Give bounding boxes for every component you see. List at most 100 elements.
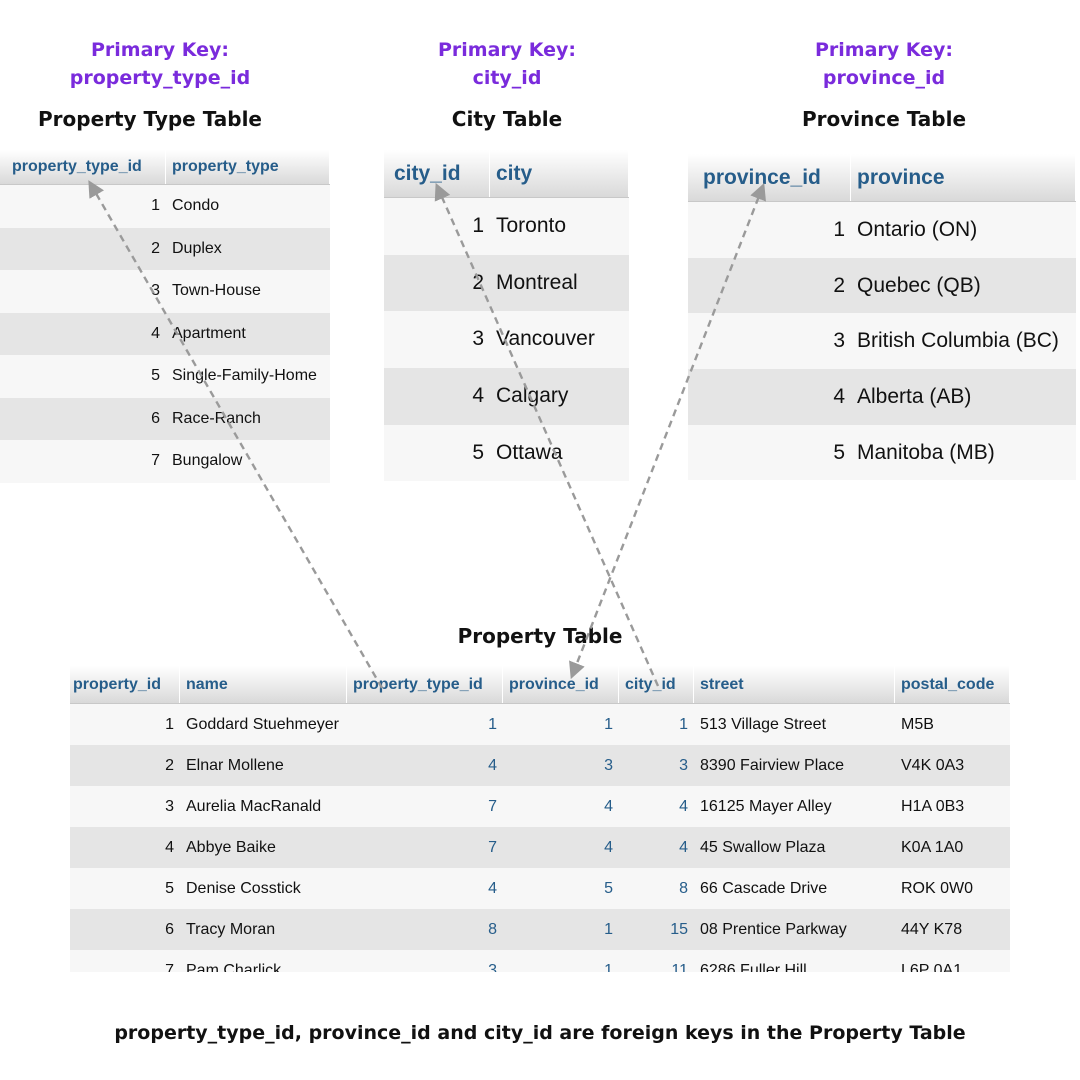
- column-header[interactable]: property_type: [166, 150, 330, 184]
- table-row[interactable]: 6 Race-Ranch: [0, 397, 330, 440]
- city-table-title: City Table: [451, 107, 563, 131]
- table-row[interactable]: 7 Bungalow: [0, 440, 330, 483]
- table-cell: L6P 0A1: [901, 962, 963, 972]
- table-cell: 1: [604, 962, 613, 972]
- table-row[interactable]: 4 Calgary: [384, 368, 629, 425]
- column-header[interactable]: property_id: [70, 666, 180, 703]
- table-cell: H1A 0B3: [901, 798, 965, 815]
- table-row[interactable]: 3 British Columbia (BC): [688, 313, 1076, 370]
- table-cell: ROK 0W0: [901, 880, 974, 897]
- table-row[interactable]: 5 Ottawa: [384, 424, 629, 482]
- table-row[interactable]: 3 Town-House: [0, 270, 330, 313]
- pk-field-text: province_id: [822, 67, 946, 89]
- table-cell: Denise Cosstick: [186, 880, 301, 897]
- table-cell: Condo: [172, 197, 220, 214]
- table-cell: 1: [604, 716, 613, 733]
- table-cell: 4: [604, 798, 613, 815]
- column-header[interactable]: postal_code: [895, 666, 1010, 703]
- column-header[interactable]: city_id: [619, 666, 694, 703]
- table-cell: 2: [151, 239, 160, 257]
- table-row[interactable]: 2 Montreal: [384, 254, 629, 312]
- table-cell: 1: [472, 214, 484, 237]
- table-row[interactable]: 7 Pam Charlick 3 1 11 6286 Fuller Hill L6P 0A1: [70, 950, 1010, 972]
- table-row[interactable]: 1 Goddard Stuehmeyer 1 1 1 513 Village Street…: [70, 704, 1010, 745]
- table-row[interactable]: 2 Elnar Mollene 4 3 3 8390 Fairview Place V4K …: [70, 745, 1010, 786]
- table-row[interactable]: 2 Quebec (QB): [688, 257, 1076, 314]
- column-header[interactable]: property_type_id: [0, 150, 166, 184]
- pk-field-text: property_type_id: [69, 67, 251, 89]
- table-cell: 7: [488, 798, 497, 815]
- table-cell: 3: [679, 757, 688, 774]
- table-row[interactable]: 5 Single-Family-Home: [0, 355, 330, 398]
- table-cell: 2: [833, 273, 845, 297]
- table-cell: 2: [472, 270, 484, 294]
- table-cell: 3: [833, 329, 845, 353]
- table-cell: 1: [488, 716, 497, 733]
- table-cell: 5: [165, 880, 174, 897]
- column-header[interactable]: province: [851, 154, 1076, 201]
- table-row[interactable]: 4 Apartment: [0, 312, 330, 355]
- table-row[interactable]: 1 Toronto: [384, 198, 629, 255]
- property-type-table: property_type_id property_type 1 Condo 2 Du…: [0, 150, 330, 483]
- table-cell: Pam Charlick: [186, 962, 282, 972]
- table-cell: 6: [165, 921, 174, 938]
- pk-label-text: Primary Key:: [814, 39, 954, 61]
- pk-label-text: Primary Key:: [90, 39, 230, 61]
- column-header[interactable]: city_id: [384, 150, 490, 197]
- table-cell: 3: [151, 282, 160, 299]
- table-cell: 5: [151, 367, 160, 384]
- table-cell: 8: [679, 880, 688, 897]
- column-header[interactable]: province_id: [503, 666, 619, 703]
- table-cell: 44Y K78: [901, 921, 963, 938]
- pk-label-property-type: Primary Key: property_type_id: [40, 36, 280, 92]
- table-cell: 8: [488, 921, 497, 938]
- table-cell: Toronto: [496, 214, 567, 237]
- table-row[interactable]: 1 Ontario (ON): [688, 202, 1076, 258]
- table-cell: 5: [472, 440, 484, 464]
- table-cell: 5: [833, 440, 845, 464]
- table-row[interactable]: 6 Tracy Moran 8 1 15 08 Prentice Parkway 44Y K…: [70, 909, 1010, 950]
- table-header: province_id province: [688, 154, 1076, 202]
- table-cell: 1: [833, 218, 845, 241]
- table-cell: 8390 Fairview Place: [700, 757, 845, 774]
- table-cell: 4: [151, 324, 160, 342]
- table-cell: Ontario (ON): [857, 218, 978, 241]
- column-header[interactable]: city: [490, 150, 629, 197]
- table-row[interactable]: 3 Aurelia MacRanald 7 4 4 16125 Mayer Alley H1…: [70, 786, 1010, 827]
- table-cell: Calgary: [496, 384, 569, 408]
- table-row[interactable]: 5 Manitoba (MB): [688, 424, 1076, 481]
- table-cell: Tracy Moran: [186, 921, 276, 938]
- table-cell: V4K 0A3: [901, 757, 965, 774]
- table-cell: 4: [833, 385, 845, 409]
- table-row[interactable]: 1 Condo: [0, 185, 330, 228]
- province-table: province_id province 1 Ontario (ON) 2 Quebe…: [688, 154, 1076, 481]
- city-table: city_id city 1 Toronto 2 Montreal 3 Vancouver…: [384, 150, 629, 482]
- table-cell: 3: [472, 327, 484, 351]
- table-row[interactable]: 5 Denise Cosstick 4 5 8 66 Cascade Drive ROK 0…: [70, 868, 1010, 909]
- pk-label-province: Primary Key: province_id: [764, 36, 1004, 92]
- table-row[interactable]: 2 Duplex: [0, 227, 330, 270]
- table-cell: 66 Cascade Drive: [700, 880, 828, 897]
- table-cell: 4: [679, 839, 688, 856]
- property-table-title: Property Table: [457, 624, 623, 648]
- table-cell: 7: [488, 839, 497, 856]
- table-cell: 3: [165, 798, 174, 815]
- table-row[interactable]: 3 Vancouver: [384, 311, 629, 369]
- column-header[interactable]: property_type_id: [347, 666, 503, 703]
- table-cell: 1: [165, 716, 174, 733]
- pk-label-city: Primary Key: city_id: [387, 36, 627, 92]
- table-cell: Bungalow: [172, 452, 243, 469]
- table-cell: 6286 Fuller Hill: [700, 962, 807, 972]
- column-header[interactable]: province_id: [688, 154, 851, 201]
- foreign-key-caption: property_type_id, province_id and city_i…: [114, 1022, 966, 1044]
- table-cell: 4: [165, 839, 174, 856]
- column-header[interactable]: name: [180, 666, 347, 703]
- table-cell: Elnar Mollene: [186, 757, 284, 774]
- table-row[interactable]: 4 Alberta (AB): [688, 369, 1076, 425]
- table-cell: K0A 1A0: [901, 839, 964, 856]
- table-row[interactable]: 4 Abbye Baike 7 4 4 45 Swallow Plaza K0A 1A0: [70, 827, 1010, 868]
- table-cell: 7: [165, 962, 174, 972]
- province-table-title: Province Table: [801, 107, 967, 131]
- column-header[interactable]: street: [694, 666, 895, 703]
- table-cell: Vancouver: [496, 327, 595, 351]
